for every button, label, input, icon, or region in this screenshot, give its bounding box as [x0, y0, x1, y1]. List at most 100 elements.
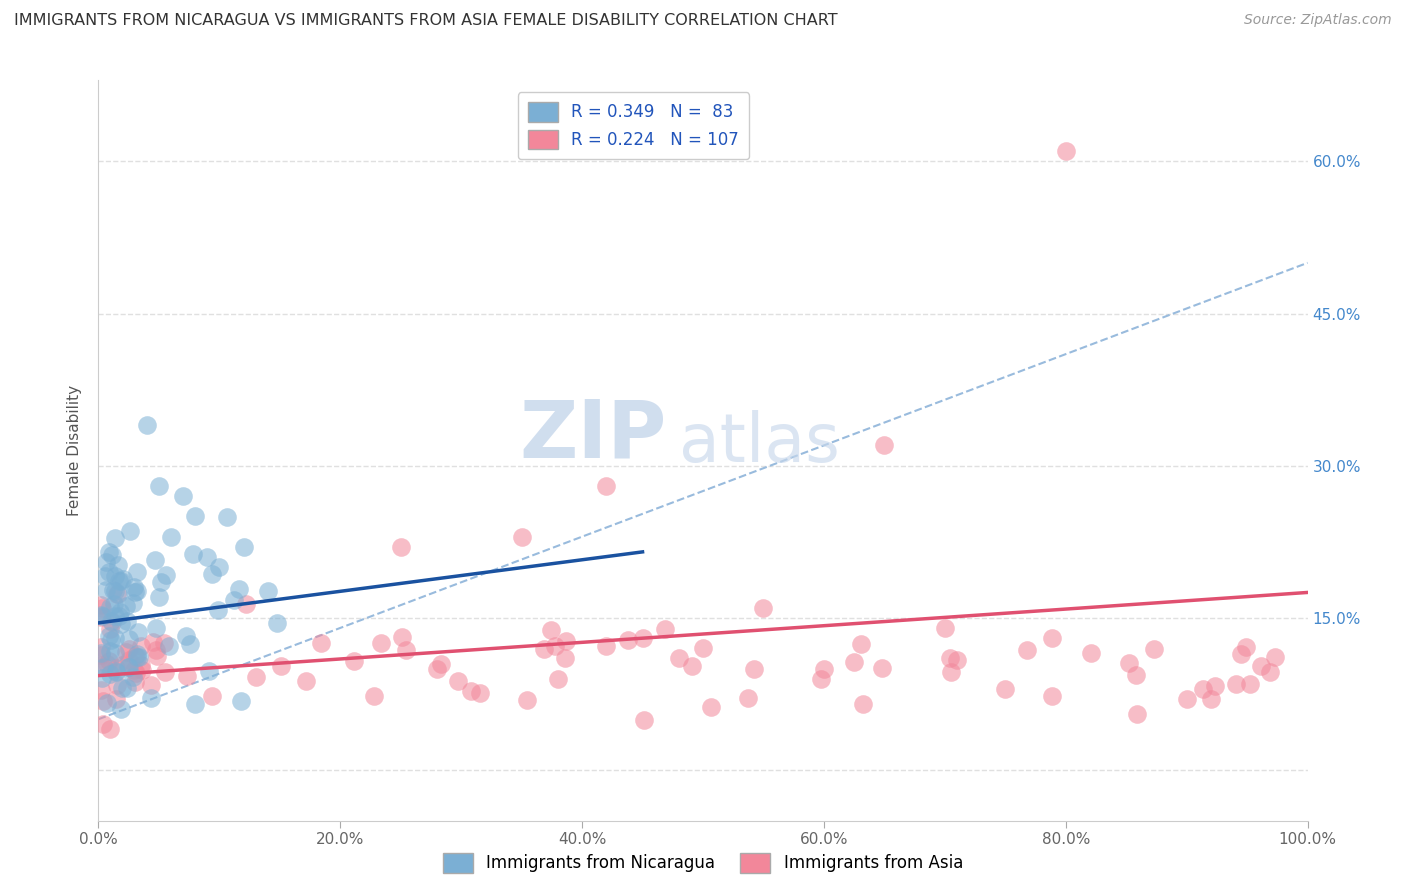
- Point: [104, 665, 127, 679]
- Point: [141, 691, 163, 706]
- Point: [460, 684, 482, 698]
- Point: [96, 555, 118, 569]
- Point: [111, 657, 134, 672]
- Point: [654, 622, 676, 636]
- Point: [103, 583, 125, 598]
- Point: [105, 587, 128, 601]
- Point: [941, 665, 963, 679]
- Point: [215, 510, 238, 524]
- Point: [90, 601, 112, 615]
- Point: [107, 678, 129, 692]
- Point: [939, 651, 962, 665]
- Point: [104, 531, 127, 545]
- Point: [125, 665, 148, 680]
- Point: [1054, 145, 1077, 159]
- Point: [547, 672, 569, 686]
- Point: [1199, 692, 1222, 706]
- Point: [994, 681, 1017, 696]
- Point: [554, 651, 576, 665]
- Point: [101, 549, 124, 563]
- Point: [752, 600, 775, 615]
- Point: [124, 663, 146, 677]
- Point: [232, 540, 254, 554]
- Point: [93, 568, 115, 582]
- Point: [870, 661, 893, 675]
- Point: [257, 583, 280, 598]
- Point: [197, 664, 219, 678]
- Point: [100, 623, 122, 637]
- Point: [91, 694, 114, 708]
- Point: [184, 509, 207, 524]
- Point: [533, 641, 555, 656]
- Point: [115, 615, 138, 629]
- Point: [201, 689, 224, 703]
- Point: [183, 698, 205, 712]
- Point: [122, 670, 145, 684]
- Point: [152, 636, 174, 650]
- Point: [129, 640, 152, 654]
- Point: [143, 553, 166, 567]
- Point: [118, 642, 141, 657]
- Point: [208, 560, 231, 574]
- Point: [155, 568, 177, 582]
- Point: [468, 686, 491, 700]
- Point: [1017, 643, 1039, 657]
- Point: [108, 605, 131, 619]
- Point: [103, 597, 125, 611]
- Point: [127, 565, 149, 579]
- Point: [104, 665, 127, 679]
- Point: [124, 584, 146, 599]
- Point: [97, 654, 120, 668]
- Point: [1258, 665, 1281, 679]
- Legend: R = 0.349   N =  83, R = 0.224   N = 107: R = 0.349 N = 83, R = 0.224 N = 107: [517, 92, 749, 159]
- Point: [1225, 677, 1247, 691]
- Point: [104, 632, 127, 646]
- Point: [110, 616, 132, 631]
- Point: [1175, 692, 1198, 706]
- Point: [105, 661, 128, 675]
- Point: [135, 418, 157, 433]
- Point: [516, 693, 538, 707]
- Point: [153, 665, 176, 680]
- Point: [124, 674, 146, 689]
- Point: [681, 659, 703, 673]
- Point: [1125, 667, 1147, 681]
- Point: [266, 616, 288, 631]
- Point: [100, 633, 122, 648]
- Point: [1080, 646, 1102, 660]
- Point: [945, 653, 967, 667]
- Point: [93, 716, 115, 731]
- Point: [142, 634, 165, 648]
- Point: [160, 530, 183, 544]
- Point: [90, 683, 112, 698]
- Point: [148, 479, 170, 493]
- Point: [124, 580, 146, 594]
- Point: [1239, 676, 1261, 690]
- Y-axis label: Female Disability: Female Disability: [67, 384, 83, 516]
- Point: [129, 658, 152, 673]
- Point: [145, 643, 167, 657]
- Point: [852, 697, 875, 711]
- Point: [100, 614, 122, 628]
- Point: [744, 662, 766, 676]
- Point: [127, 584, 149, 599]
- Point: [810, 672, 832, 686]
- Point: [98, 667, 121, 681]
- Point: [118, 653, 141, 667]
- Point: [131, 663, 153, 677]
- Point: [391, 630, 413, 644]
- Point: [127, 625, 149, 640]
- Point: [107, 587, 129, 601]
- Point: [207, 603, 229, 617]
- Point: [174, 630, 197, 644]
- Point: [125, 647, 148, 661]
- Point: [98, 644, 121, 658]
- Point: [115, 645, 138, 659]
- Point: [101, 615, 124, 629]
- Point: [150, 574, 173, 589]
- Point: [90, 646, 112, 660]
- Point: [842, 655, 865, 669]
- Point: [117, 660, 139, 674]
- Point: [228, 582, 250, 596]
- Point: [111, 681, 134, 695]
